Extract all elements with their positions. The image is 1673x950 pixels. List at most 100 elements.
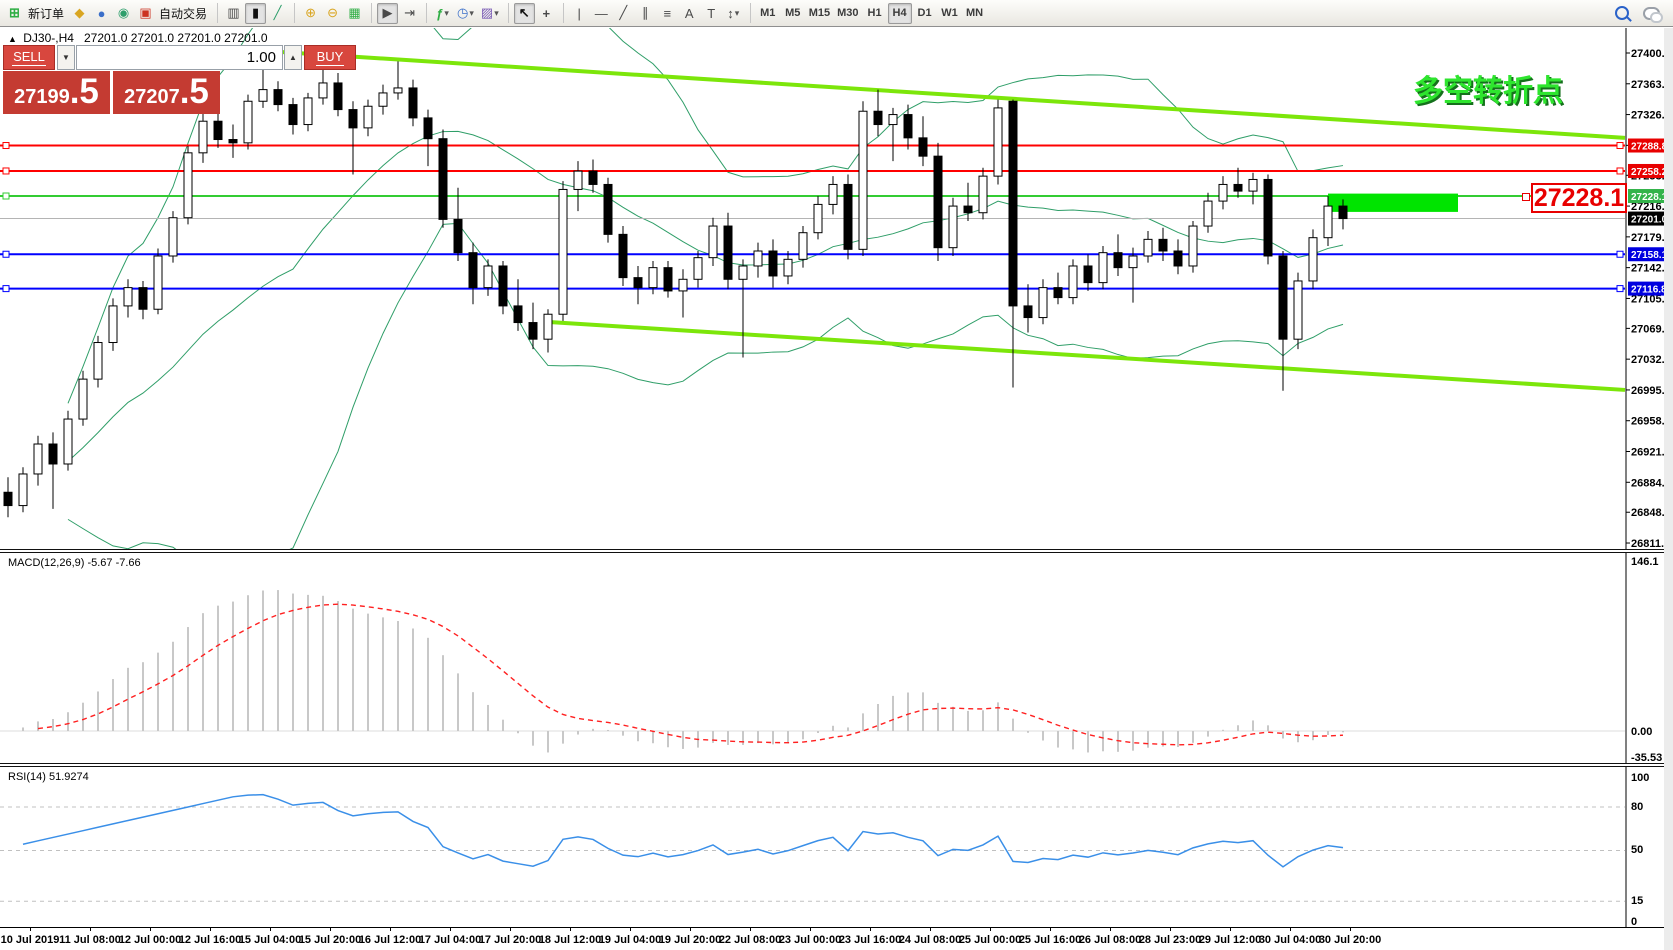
time-axis-label: 29 Jul 12:00 — [1198, 934, 1262, 946]
buy-button[interactable]: BUY — [304, 45, 356, 70]
price-tick-label: 26811.0 — [1631, 538, 1670, 549]
time-axis[interactable]: 10 Jul 2019 11 Jul 08:00 12 Jul 00:00 12 Ju… — [0, 927, 1673, 950]
zoom-out-icon: ⊖ — [327, 5, 338, 20]
pane-divider[interactable] — [0, 763, 1673, 767]
timeframe-button-m30[interactable]: M30 — [837, 7, 859, 19]
sell-button[interactable]: SELL — [3, 45, 55, 70]
timeframe-button-w1[interactable]: W1 — [941, 7, 958, 19]
time-axis-label: 18 Jul 12:00 — [538, 934, 602, 946]
timeframe-button-d1[interactable]: D1 — [917, 7, 932, 19]
chart-shift-button[interactable]: ⇥ — [399, 3, 420, 24]
bollinger-band-line[interactable] — [67, 130, 1344, 462]
line-handle[interactable] — [2, 285, 10, 293]
macd-label: MACD(12,26,9) -5.67 -7.66 — [8, 557, 141, 569]
fibonacci-tool-button[interactable]: ≡ — [657, 3, 678, 24]
profile-icon: ● — [97, 5, 106, 21]
pane-divider[interactable] — [0, 549, 1673, 553]
highlight-rectangle[interactable] — [1328, 193, 1458, 212]
templates-button[interactable]: ▨ ▾ — [478, 3, 502, 24]
candlestick-chart-button[interactable]: ▮ — [245, 2, 267, 24]
time-tick — [690, 928, 691, 931]
line-handle[interactable] — [1616, 285, 1624, 293]
timeframe-button-h4[interactable]: H4 — [887, 2, 912, 24]
chevron-down-icon: ▾ — [444, 7, 449, 18]
text-tool-button[interactable]: A — [679, 3, 700, 24]
text-label-tool-button[interactable]: T — [701, 3, 722, 24]
time-axis-label: 11 Jul 08:00 — [59, 934, 121, 946]
timeframe-button-m15[interactable]: M15 — [808, 7, 831, 19]
channel-trendline[interactable] — [204, 45, 1626, 140]
time-axis-label: 22 Jul 08:00 — [718, 934, 782, 946]
line-chart-button[interactable]: ╱ — [267, 3, 288, 24]
timeframe-button-m5[interactable]: M5 — [785, 7, 801, 19]
time-axis-label: 24 Jul 08:00 — [898, 934, 962, 946]
horizontal-line-tool-button[interactable]: — — [591, 3, 612, 24]
trendline-tool-button[interactable]: ╱ — [613, 3, 634, 24]
profile-button[interactable]: ● — [91, 3, 112, 24]
autotrading-button[interactable]: ▣ — [135, 3, 156, 24]
channel-tool-button[interactable]: ∥ — [635, 3, 656, 24]
timeframe-button-h1[interactable]: H1 — [867, 7, 882, 19]
timeframe-button-mn[interactable]: MN — [965, 7, 984, 19]
text-icon: A — [684, 5, 694, 21]
clock-icon: ◷ — [457, 5, 469, 20]
time-axis-label: 23 Jul 00:00 — [778, 934, 842, 946]
sell-price-block[interactable]: 27199 .5 — [3, 71, 110, 114]
bollinger-band-line[interactable] — [67, 28, 1344, 404]
time-axis-label: 30 Jul 04:00 — [1258, 934, 1322, 946]
collapse-icon[interactable]: ▲ — [8, 34, 17, 44]
auto-scroll-button[interactable]: ▶ — [377, 2, 399, 24]
vertical-line-tool-button[interactable]: | — [569, 3, 590, 24]
chart-annotation-text[interactable]: 多空转折点 — [1413, 75, 1563, 108]
ohlc-values: 27201.0 27201.0 27201.0 27201.0 — [83, 31, 268, 45]
chat-button[interactable] — [1640, 3, 1663, 24]
new-order-label[interactable]: 新订单 — [28, 6, 65, 21]
line-handle[interactable] — [1616, 167, 1624, 175]
line-handle[interactable] — [2, 250, 10, 258]
price-axis-badge: 27158.1 — [1628, 247, 1673, 262]
autotrading-label[interactable]: 自动交易 — [159, 6, 208, 21]
new-order-button[interactable]: ⊞ — [4, 3, 25, 24]
zoom-out-button[interactable]: ⊖ — [322, 3, 343, 24]
zoom-in-button[interactable]: ⊕ — [300, 3, 321, 24]
bollinger-band-line[interactable] — [67, 222, 1344, 549]
volume-increase-button[interactable]: ▲ — [284, 45, 302, 70]
indicators-button[interactable]: ƒ ▾ — [432, 3, 453, 24]
rsi-indicator-pane[interactable]: 100 80 50 15 0 — [0, 767, 1673, 927]
crosshair-tool-button[interactable]: + — [536, 3, 557, 24]
cursor-tool-button[interactable]: ↖ — [513, 2, 535, 24]
time-axis-label: 28 Jul 23:00 — [1138, 934, 1202, 946]
time-tick — [930, 928, 931, 931]
arrows-tool-button[interactable]: ↕ ▾ — [723, 3, 744, 24]
line-handle[interactable] — [2, 142, 10, 150]
bar-chart-button[interactable]: ▥ — [223, 3, 244, 24]
vertical-line-icon: | — [577, 5, 581, 21]
indicators-icon: ƒ — [436, 5, 444, 21]
macd-axis-label: 146.1 — [1631, 556, 1659, 568]
metaeditor-button[interactable]: ◆ — [69, 3, 90, 24]
price-callout-label[interactable]: 27228.1 — [1531, 183, 1627, 213]
macd-indicator-pane[interactable]: 146.1 0.00 -35.53 — [0, 553, 1673, 763]
main-chart-pane[interactable]: 27400.027363.027326.027289.027253.027216… — [0, 28, 1673, 549]
time-axis-label: 15 Jul 20:00 — [298, 934, 362, 946]
tile-windows-button[interactable]: ▦ — [344, 3, 365, 24]
line-handle[interactable] — [2, 167, 10, 175]
callout-anchor-handle[interactable] — [1522, 193, 1530, 201]
volume-input[interactable] — [76, 45, 283, 70]
line-handle[interactable] — [1616, 142, 1624, 150]
time-axis-label: 17 Jul 04:00 — [418, 934, 482, 946]
channel-trendline[interactable] — [544, 319, 1626, 392]
price-tick-label: 27142.0 — [1631, 263, 1671, 275]
line-handle[interactable] — [2, 192, 10, 200]
rsi-axis-label: 100 — [1631, 772, 1649, 784]
search-button[interactable] — [1611, 3, 1632, 24]
timeframe-button-m1[interactable]: M1 — [760, 7, 776, 19]
periods-button[interactable]: ◷ ▾ — [454, 3, 477, 24]
buy-price-block[interactable]: 27207 .5 — [113, 71, 220, 114]
line-handle[interactable] — [1616, 250, 1624, 258]
volume-decrease-button[interactable]: ▼ — [57, 45, 75, 70]
navigator-button[interactable]: ◉ — [113, 3, 134, 24]
chevron-down-icon: ▾ — [494, 7, 499, 18]
toolbar-separator — [213, 3, 219, 23]
price-tick-label: 27363.0 — [1631, 79, 1671, 91]
